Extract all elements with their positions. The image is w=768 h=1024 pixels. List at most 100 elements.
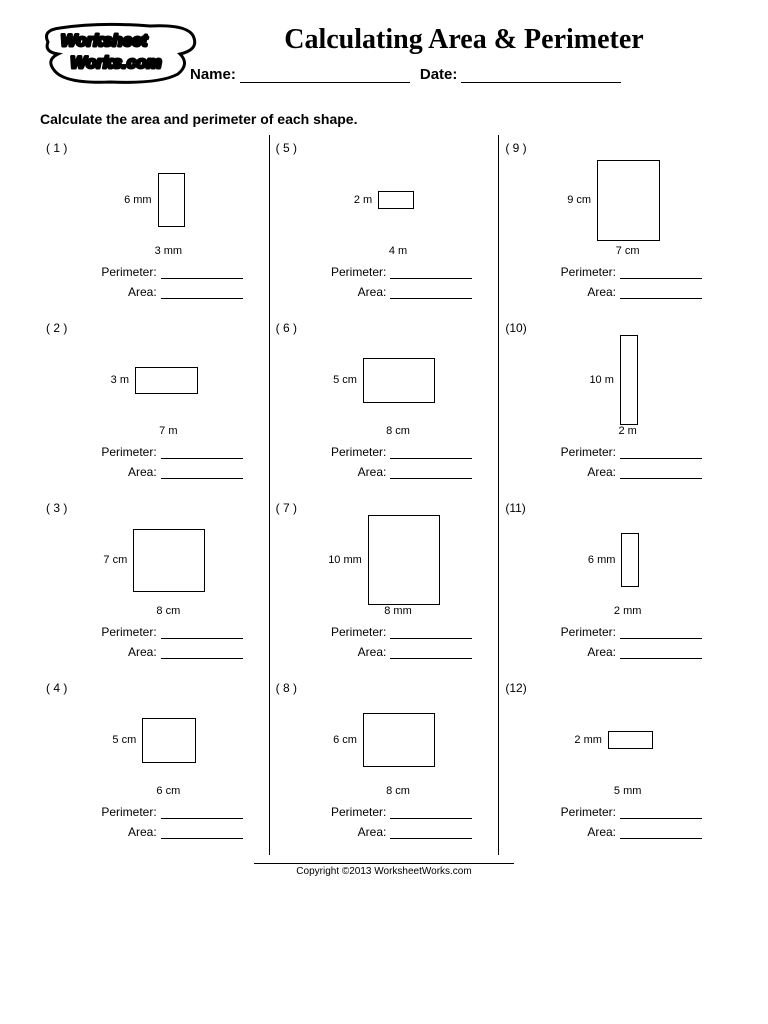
height-label: 6 cm <box>333 734 357 746</box>
height-label: 2 m <box>354 194 372 206</box>
problem: (11)6 mm2 mmPerimeter:Area: <box>505 495 722 675</box>
area-field[interactable] <box>161 645 243 659</box>
area-field[interactable] <box>161 465 243 479</box>
perimeter-label: Perimeter: <box>331 265 386 279</box>
height-label: 6 mm <box>124 194 152 206</box>
area-field[interactable] <box>620 825 702 839</box>
width-label: 7 m <box>46 425 263 439</box>
problem-number: ( 5 ) <box>276 141 493 155</box>
problem: ( 2 )3 m7 mPerimeter:Area: <box>46 315 263 495</box>
width-label: 2 mm <box>505 605 722 619</box>
perimeter-row: Perimeter: <box>505 805 722 819</box>
answers: Perimeter: Area: <box>505 445 722 479</box>
area-label: Area: <box>128 645 157 659</box>
perimeter-field[interactable] <box>620 445 702 459</box>
area-row: Area: <box>276 465 493 479</box>
area-field[interactable] <box>390 285 472 299</box>
perimeter-row: Perimeter: <box>46 625 263 639</box>
problem: ( 8 )6 cm8 cmPerimeter:Area: <box>276 675 493 855</box>
answers: Perimeter:Area: <box>46 445 263 479</box>
problem: ( 7 )10 mm8 mmPerimeter:Area: <box>276 495 493 675</box>
shape-row: 6 cm <box>276 697 493 783</box>
answers: Perimeter:Area: <box>46 805 263 839</box>
perimeter-label: Perimeter: <box>101 265 156 279</box>
problem-number: ( 9 ) <box>505 141 722 155</box>
problem-number: ( 1 ) <box>46 141 263 155</box>
perimeter-label: Perimeter: <box>101 625 156 639</box>
area-label: Area: <box>358 465 387 479</box>
perimeter-row: Perimeter: <box>505 445 722 459</box>
perimeter-field[interactable] <box>161 625 243 639</box>
rectangle-shape <box>378 191 414 209</box>
perimeter-row: Perimeter: <box>276 445 493 459</box>
shape-row: 2 mm <box>505 697 722 783</box>
width-label: 8 cm <box>276 785 493 799</box>
perimeter-label: Perimeter: <box>331 625 386 639</box>
width-label: 7 cm <box>505 245 722 259</box>
width-label: 5 mm <box>505 785 722 799</box>
width-label: 4 m <box>276 245 493 259</box>
area-label: Area: <box>358 285 387 299</box>
height-label: 10 mm <box>328 554 362 566</box>
perimeter-row: Perimeter: <box>276 265 493 279</box>
perimeter-field[interactable] <box>390 445 472 459</box>
area-field[interactable] <box>390 645 472 659</box>
date-field[interactable] <box>461 82 621 83</box>
perimeter-row: Perimeter: <box>46 805 263 819</box>
shape-row: 2 m <box>276 157 493 243</box>
answers: Perimeter: Area: <box>276 625 493 659</box>
area-label: Area: <box>358 645 387 659</box>
perimeter-label: Perimeter: <box>331 445 386 459</box>
area-field[interactable] <box>620 645 702 659</box>
logo-bottom: Works.com <box>70 53 161 72</box>
area-field[interactable] <box>620 465 702 479</box>
logo: Worksheet Worksheet Works.com Works.com <box>40 20 200 95</box>
width-label: 3 mm <box>46 245 263 259</box>
area-row: Area: <box>46 285 263 299</box>
area-field[interactable] <box>390 465 472 479</box>
answers: Perimeter: Area: <box>276 445 493 479</box>
name-date-row: Name: Date: <box>190 66 728 83</box>
problem: (10)10 m2 mPerimeter:Area: <box>505 315 722 495</box>
problem-column: ( 9 )9 cm7 cmPerimeter:Area:(10)10 m2 mP… <box>499 135 728 855</box>
rectangle-shape <box>368 515 440 605</box>
area-row: Area: <box>505 285 722 299</box>
rectangle-shape <box>133 529 205 592</box>
area-field[interactable] <box>161 285 243 299</box>
problem: ( 1 ) 6 mm 3 mm Perimeter: Area: <box>46 135 263 315</box>
instructions: Calculate the area and perimeter of each… <box>40 111 728 127</box>
name-field[interactable] <box>240 82 410 83</box>
perimeter-field[interactable] <box>390 625 472 639</box>
problem-number: ( 6 ) <box>276 321 493 335</box>
rectangle-shape <box>621 533 639 587</box>
perimeter-field[interactable] <box>161 445 243 459</box>
perimeter-label: Perimeter: <box>561 805 616 819</box>
rectangle-shape <box>135 367 198 394</box>
area-label: Area: <box>587 645 616 659</box>
rectangle-shape <box>363 358 435 403</box>
perimeter-field[interactable] <box>161 265 243 279</box>
height-label: 6 mm <box>588 554 616 566</box>
height-label: 3 m <box>111 374 129 386</box>
area-row: Area: <box>505 465 722 479</box>
perimeter-field[interactable] <box>390 265 472 279</box>
answers: Perimeter:Area: <box>505 265 722 299</box>
perimeter-field[interactable] <box>620 265 702 279</box>
width-label: 6 cm <box>46 785 263 799</box>
perimeter-field[interactable] <box>620 805 702 819</box>
perimeter-field[interactable] <box>390 805 472 819</box>
area-field[interactable] <box>390 825 472 839</box>
problem-number: (11) <box>505 501 722 515</box>
perimeter-row: Perimeter: <box>46 265 263 279</box>
area-field[interactable] <box>161 825 243 839</box>
problem-column: ( 5 )2 m4 mPerimeter:Area:( 6 )5 cm8 cmP… <box>269 135 500 855</box>
area-row: Area: <box>276 825 493 839</box>
perimeter-label: Perimeter: <box>561 445 616 459</box>
area-row: Area: <box>276 285 493 299</box>
problem-number: ( 8 ) <box>276 681 493 695</box>
perimeter-field[interactable] <box>620 625 702 639</box>
height-label: 10 m <box>589 374 613 386</box>
shape-row: 7 cm <box>46 517 263 603</box>
area-field[interactable] <box>620 285 702 299</box>
perimeter-field[interactable] <box>161 805 243 819</box>
